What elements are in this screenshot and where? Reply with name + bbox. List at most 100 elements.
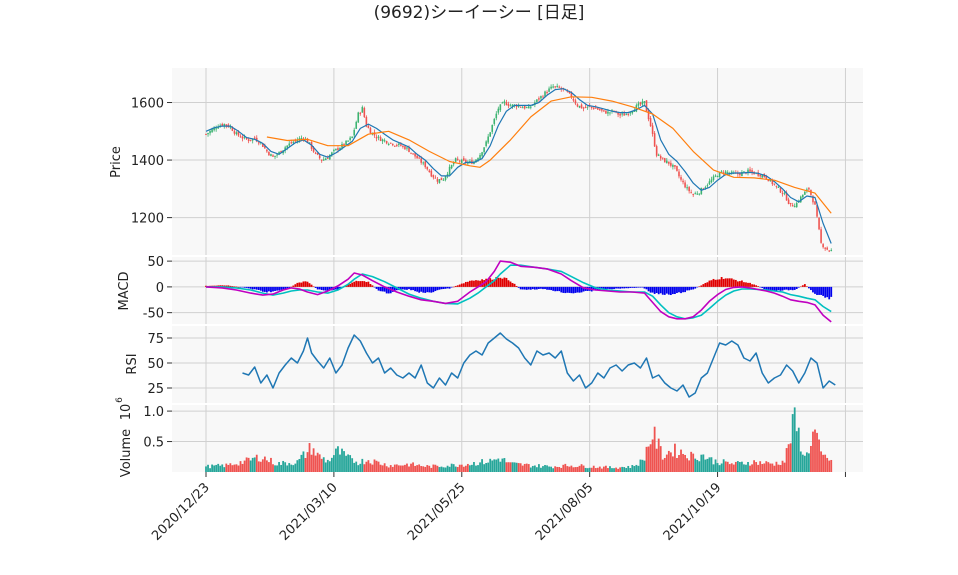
candle-body	[398, 143, 400, 145]
candle-body	[233, 131, 236, 134]
candle-body	[393, 145, 396, 147]
macd-hist-bar	[698, 286, 701, 287]
volume-bar	[751, 464, 753, 472]
volume-bar	[605, 465, 607, 472]
volume-bar	[326, 459, 329, 472]
candle-body	[761, 175, 764, 178]
volume-bar	[692, 453, 695, 472]
macd-hist-bar	[645, 286, 648, 290]
macd-hist-bar	[231, 286, 234, 287]
volume-bar	[600, 468, 603, 472]
macd-hist-bar	[548, 286, 550, 290]
macd-hist-bar	[812, 286, 814, 293]
volume-bar	[426, 465, 429, 472]
volume-bar	[519, 463, 522, 472]
candle-body	[523, 105, 526, 109]
volume-bar	[540, 467, 542, 472]
candle-body	[225, 124, 228, 126]
candle-body	[349, 137, 351, 140]
macd-hist-bar	[600, 286, 603, 290]
macd-hist-bar	[635, 286, 638, 288]
macd-hist-bar	[227, 285, 230, 287]
volume-bar	[207, 464, 209, 472]
macd-hist-bar	[322, 286, 325, 291]
candle-body	[781, 193, 784, 195]
volume-bar	[676, 457, 678, 472]
macd-hist-bar	[501, 278, 504, 287]
candle-body	[775, 185, 778, 187]
volume-bar	[485, 463, 488, 472]
candle-body	[546, 92, 548, 94]
candle-body	[377, 136, 380, 138]
candle-body	[292, 141, 295, 143]
macd-hist-bar	[582, 286, 585, 292]
volume-bar	[755, 462, 758, 472]
volume-bar	[639, 459, 642, 472]
macd-hist-bar	[781, 286, 784, 291]
macd-hist-bar	[517, 286, 520, 288]
volume-bar	[769, 463, 772, 472]
volume-bar	[377, 461, 380, 472]
price-y-tick-label: 1600	[131, 97, 164, 112]
volume-bar	[322, 457, 325, 472]
volume-bar	[483, 464, 486, 472]
volume-bar	[568, 466, 571, 472]
volume-bar	[503, 458, 506, 472]
volume-bar	[233, 464, 236, 472]
macd-hist-bar	[282, 286, 285, 290]
candle-body	[816, 205, 818, 217]
volume-bar	[552, 468, 555, 472]
macd-hist-bar	[718, 279, 721, 287]
macd-hist-bar	[619, 286, 622, 289]
volume-bar	[436, 465, 439, 472]
macd-hist-bar	[712, 278, 715, 287]
volume-bar	[570, 465, 573, 472]
macd-hist-bar	[570, 286, 573, 294]
candle-body	[467, 162, 469, 164]
volume-bar	[444, 467, 447, 472]
candle-body	[320, 159, 323, 161]
macd-hist-bar	[736, 281, 739, 287]
volume-bar	[828, 460, 831, 472]
volume-bar	[430, 467, 433, 472]
candle-body	[361, 107, 364, 113]
volume-bar	[706, 458, 709, 472]
volume-bar	[361, 458, 364, 472]
candle-body	[714, 175, 717, 177]
volume-bar	[381, 465, 384, 472]
candle-body	[264, 146, 266, 149]
macd-hist-bar	[667, 286, 670, 295]
macd-hist-bar	[406, 286, 408, 290]
macd-hist-bar	[495, 276, 498, 287]
volume-bar	[527, 464, 530, 472]
volume-bar	[412, 462, 414, 472]
macd-hist-bar	[519, 286, 522, 290]
volume-bar	[529, 467, 532, 472]
volume-bar	[316, 452, 319, 472]
volume-bar	[266, 460, 268, 472]
volume-bar	[227, 464, 230, 472]
candle-body	[314, 152, 317, 154]
macd-hist-bar	[830, 286, 833, 297]
candle-body	[550, 86, 552, 89]
candle-body	[347, 140, 349, 142]
volume-bar	[771, 463, 774, 472]
volume-bar	[353, 462, 356, 472]
candle-body	[639, 102, 642, 105]
macd-hist-bar	[507, 280, 510, 287]
macd-hist-bar	[747, 282, 749, 287]
macd-hist-bar	[452, 286, 455, 288]
candle-body	[540, 96, 542, 99]
candle-body	[331, 152, 333, 156]
macd-hist-bar	[639, 286, 642, 288]
candle-body	[771, 179, 774, 185]
candle-body	[237, 131, 240, 136]
volume-bar	[276, 465, 278, 472]
candle-body	[503, 101, 506, 104]
candle-body	[812, 196, 814, 203]
macd-hist-bar	[471, 280, 473, 287]
macd-hist-bar	[408, 286, 410, 290]
macd-hist-bar	[769, 286, 772, 291]
macd-hist-bar	[357, 281, 360, 287]
